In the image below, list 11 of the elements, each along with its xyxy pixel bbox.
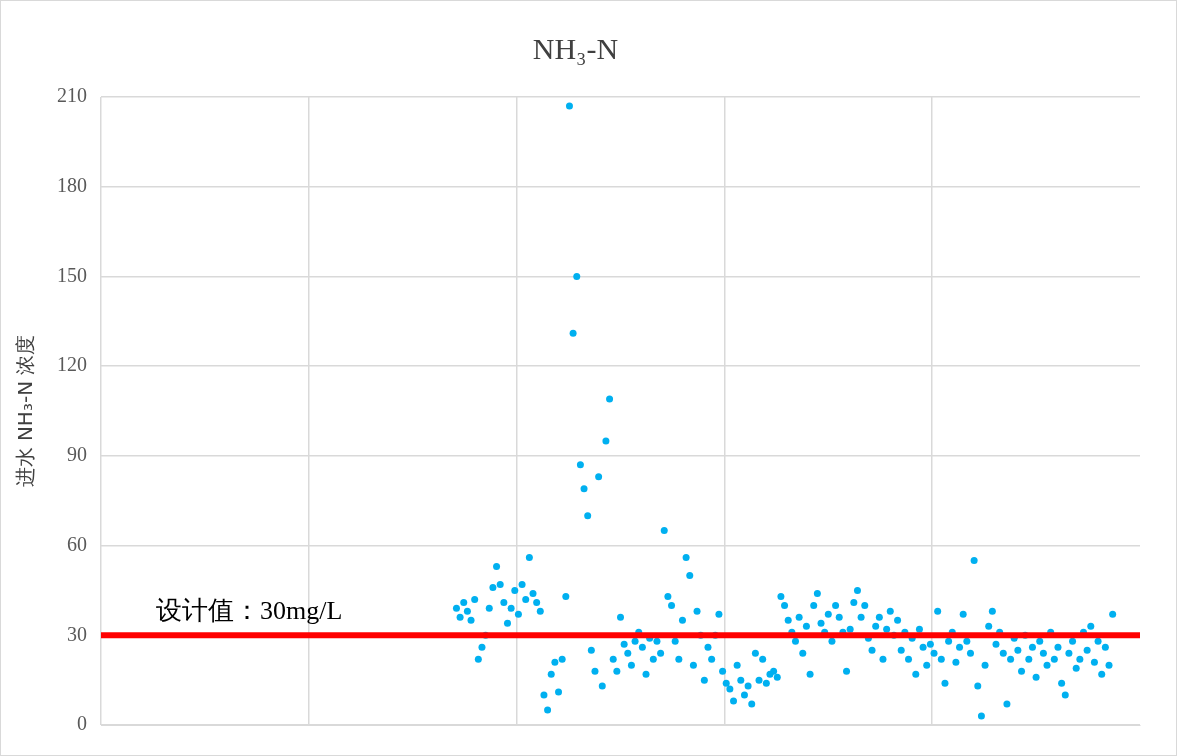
chart-title: NH₃-N [532,31,619,65]
y-tick-label: 210 [57,84,87,107]
y-tick-label: 150 [57,263,87,286]
y-axis-title: 进水 NH₃-N 浓度 [13,334,38,488]
y-tick-label: 120 [57,353,87,376]
y-tick-label: 180 [57,173,87,196]
ref-line-label: 设计值：30mg/L [156,596,343,626]
y-tick-label: 0 [77,712,87,735]
y-tick-label: 60 [67,532,87,555]
y-tick-label: 30 [67,622,87,645]
y-tick-label: 90 [67,443,87,466]
